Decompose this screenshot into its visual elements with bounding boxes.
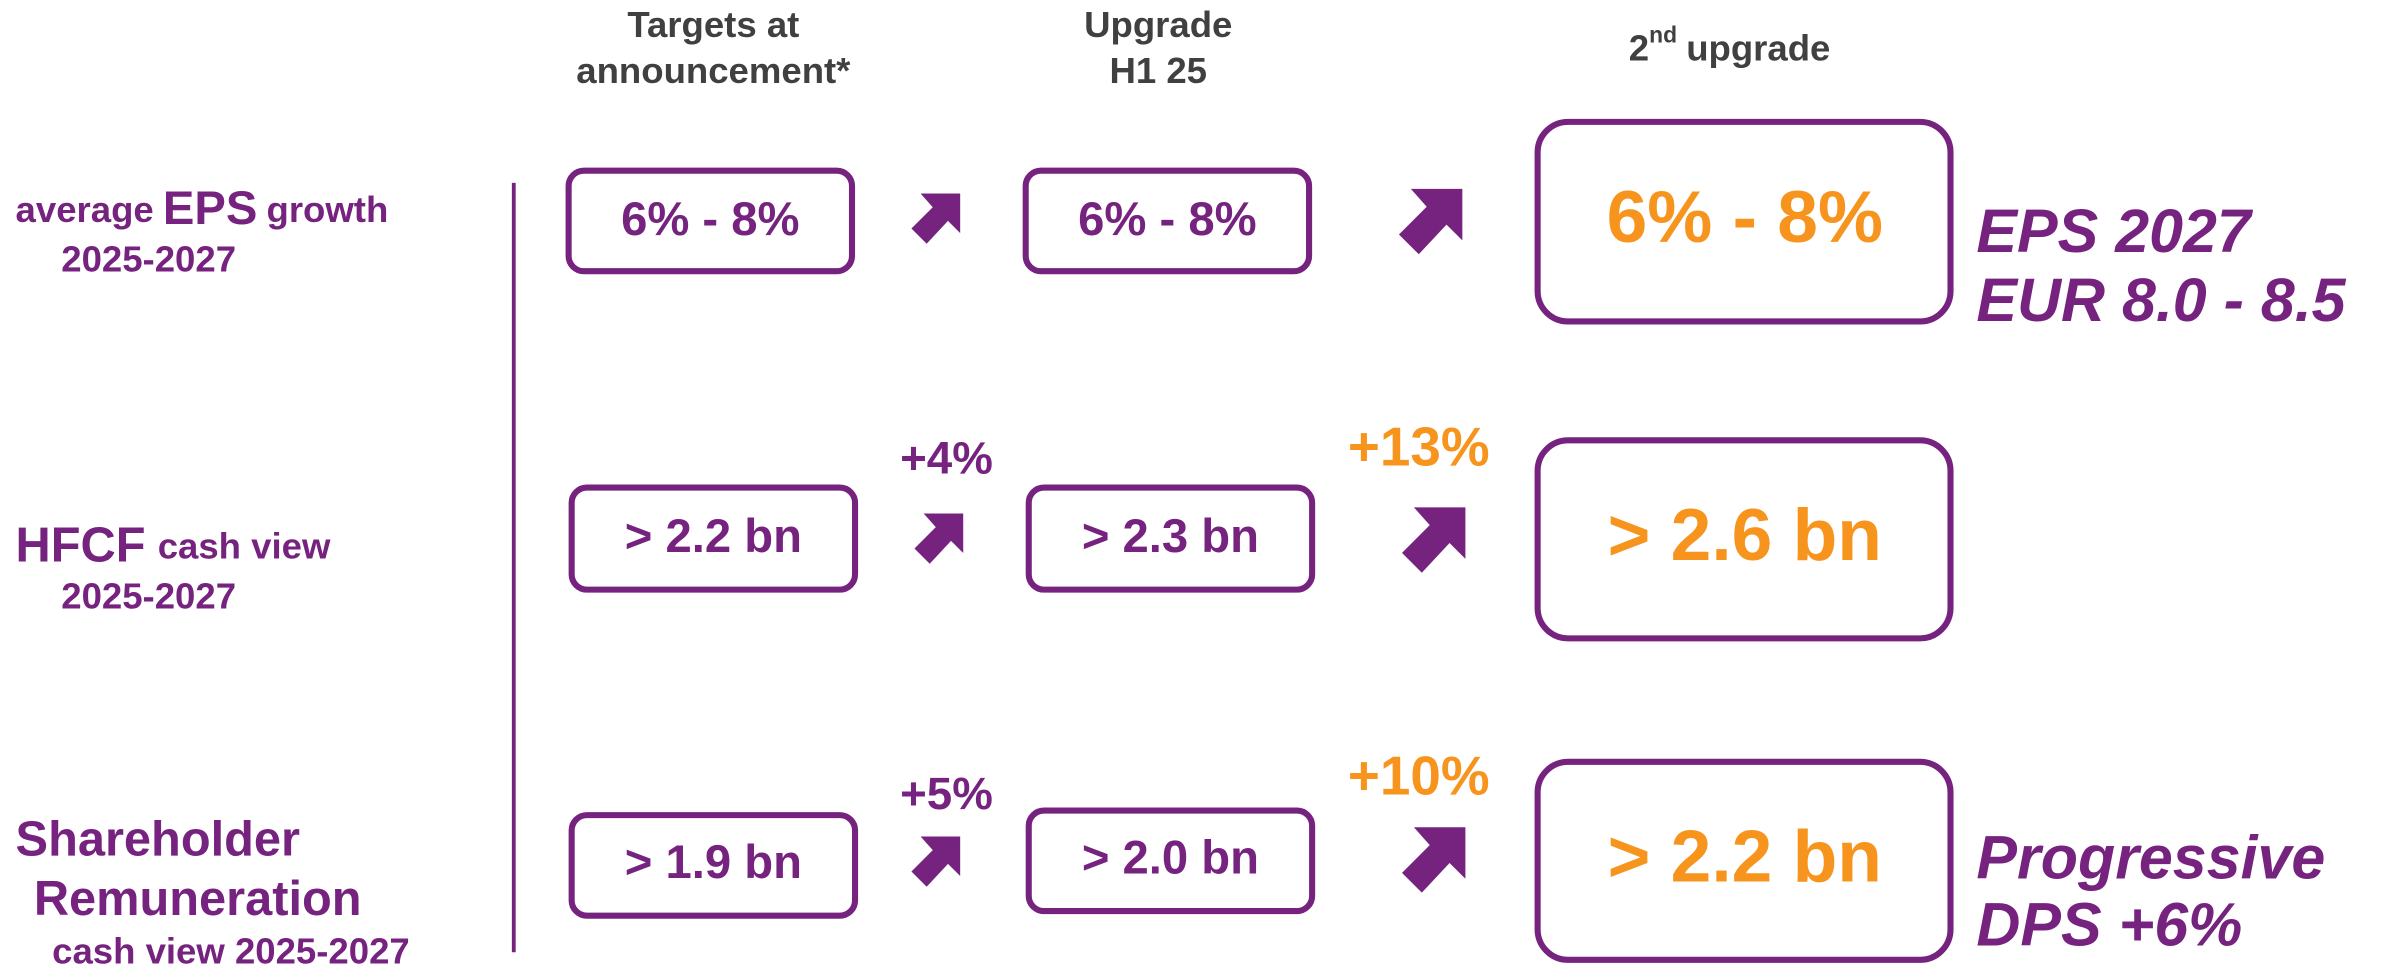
increment: +10% [1348,745,1490,807]
label-part: average [16,188,154,229]
value: 6% - 8% [1078,193,1256,246]
row-sub: 2025-2027 [61,575,236,616]
header: Targets at [627,4,799,45]
value-box [1025,484,1316,593]
header-part: 2 [1629,27,1649,68]
note: EPS 2027 [1976,197,2254,265]
value-box [568,812,859,919]
note: DPS +6% [1976,890,2242,958]
increment: +13% [1348,415,1490,477]
value-box [1534,437,1954,642]
value: > 2.3 bn [1082,510,1259,563]
header-sup: nd [1649,22,1677,48]
label-key: EPS [163,182,257,235]
header: H1 25 [1109,50,1207,91]
value: > 2.2 bn [625,510,802,563]
row-label: Remuneration [34,872,362,926]
header: Upgrade [1084,4,1232,45]
row-label: average EPS growth [16,182,389,235]
header: announcement* [576,50,851,91]
header: 2nd upgrade [1629,22,1831,68]
value-box [1022,167,1313,275]
value: > 2.2 bn [1608,817,1882,898]
note: EUR 8.0 - 8.5 [1976,266,2346,334]
value-box [1025,807,1316,915]
label-key: HFCF [16,518,146,572]
value: > 2.0 bn [1082,831,1259,884]
value: 6% - 8% [1607,177,1883,258]
label-part: growth [267,188,389,229]
header-part: upgrade [1686,27,1830,68]
value-box [568,484,859,593]
increment: +4% [900,433,993,484]
row-sub: 2025-2027 [61,239,236,280]
arrow [1402,827,1466,893]
value-box [565,167,856,275]
value: > 1.9 bn [625,836,802,889]
arrow [1402,507,1466,573]
row-label: HFCF cash view [16,518,331,572]
arrow [914,513,964,564]
arrow [911,836,961,887]
arrow [911,193,961,244]
value-box [1534,118,1954,325]
row-sub: cash view 2025-2027 [52,930,410,969]
value: 6% - 8% [621,193,799,246]
value: > 2.6 bn [1608,495,1882,576]
increment: +5% [900,768,993,819]
value-box [1534,758,1954,963]
row-label: Shareholder [16,812,300,866]
arrow [1398,188,1463,255]
label-part: cash view [158,525,331,566]
note: Progressive [1976,823,2325,891]
